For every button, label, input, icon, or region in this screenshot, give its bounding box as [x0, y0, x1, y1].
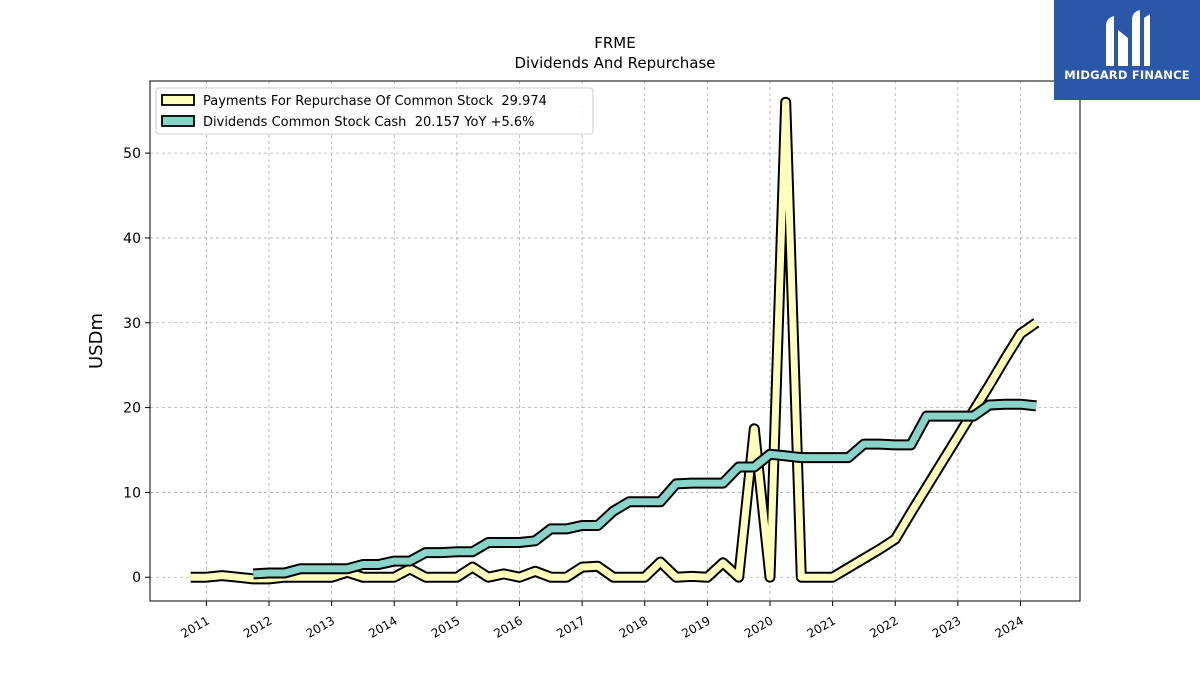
x-tick-label: 2012	[241, 613, 274, 640]
y-tick-label: 30	[123, 316, 141, 332]
brand-logo: MIDGARD FINANCE	[1054, 0, 1200, 100]
x-tick-label: 2015	[429, 613, 462, 640]
plot-frame	[149, 80, 1081, 602]
series-fill	[253, 400, 1037, 578]
x-tick-label: 2013	[304, 613, 337, 640]
y-tick-label: 0	[132, 570, 141, 586]
midgard-logo-icon	[1106, 10, 1150, 66]
y-axis-label: USDm	[86, 313, 107, 369]
legend-swatch-dividends	[161, 115, 195, 127]
legend-box	[155, 87, 594, 135]
x-axis: 2011 2012 2013 2014 2015 2016 2017 2018 2019 2020…	[178, 601, 1026, 641]
y-tick-label: 40	[123, 231, 141, 247]
x-tick-label: 2019	[679, 613, 712, 640]
grid	[150, 81, 1080, 601]
chart-title: FRME	[594, 34, 635, 52]
y-axis: 0 10 20 30 40 50	[123, 146, 150, 586]
x-tick-label: 2018	[617, 613, 650, 640]
legend-swatch-repurchase	[161, 94, 195, 106]
x-tick-label: 2024	[993, 613, 1026, 640]
y-tick-label: 20	[123, 401, 141, 417]
x-tick-label: 2016	[492, 613, 525, 640]
x-tick-label: 2017	[554, 613, 587, 640]
legend-label-repurchase: Payments For Repurchase Of Common Stock …	[203, 94, 547, 109]
series-layer	[190, 96, 1040, 585]
legend: Payments For Repurchase Of Common Stock …	[155, 87, 594, 135]
series-line-repurchase	[190, 96, 1040, 585]
x-tick-label: 2022	[867, 613, 900, 640]
series-fill	[190, 98, 1039, 583]
x-tick-label: 2020	[742, 613, 775, 640]
legend-label-dividends: Dividends Common Stock Cash 20.157 YoY +…	[203, 115, 534, 130]
y-tick-label: 10	[123, 485, 141, 501]
y-tick-label: 50	[123, 146, 141, 162]
x-tick-label: 2023	[930, 613, 963, 640]
series-line-dividends	[252, 398, 1037, 580]
brand-name: MIDGARD FINANCE	[1064, 68, 1190, 82]
x-tick-label: 2014	[366, 613, 399, 640]
chart-subtitle: Dividends And Repurchase	[514, 54, 715, 72]
x-tick-label: 2021	[805, 613, 838, 640]
x-tick-label: 2011	[178, 613, 211, 640]
